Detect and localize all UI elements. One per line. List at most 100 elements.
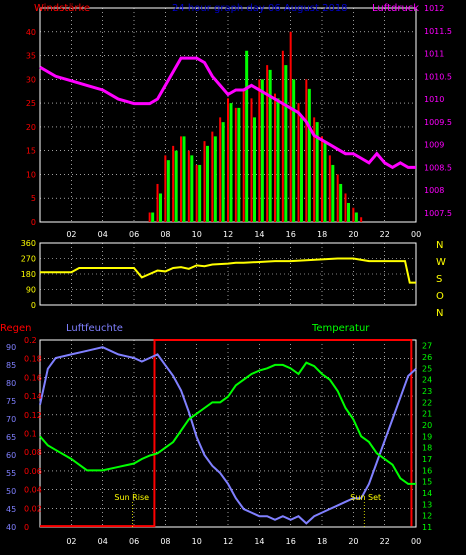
wind-pressure-ticks: 02 04 06 08 10 12 14 16 18 20 22 000510152025303540… xyxy=(26,4,452,239)
pressure-tick-label: 1009 xyxy=(424,141,444,150)
wind-tick-label: 5 xyxy=(31,194,36,203)
x-tick-label: 18 xyxy=(317,230,327,239)
rain-tick-label: 0.02 xyxy=(24,504,42,513)
rain-tick-label: 0.04 xyxy=(24,486,42,495)
sun-annotations: Sun Rise Sun Set xyxy=(114,493,381,527)
humidity-tick-label: 70 xyxy=(6,415,16,424)
humidity-tick-label: 45 xyxy=(6,505,16,514)
x-tick-label: 10 xyxy=(192,537,202,546)
temperature-tick-label: 23 xyxy=(422,387,432,396)
temperature-tick-label: 26 xyxy=(422,353,432,362)
rain-axis-title: Regen xyxy=(0,323,32,334)
temperature-tick-label: 22 xyxy=(422,398,432,407)
rain-tick-label: 0.14 xyxy=(24,392,42,401)
rain-line xyxy=(40,339,413,528)
direction-letter: W xyxy=(436,257,446,268)
x-tick-label: 02 xyxy=(66,537,76,546)
wind-bars xyxy=(148,31,363,222)
temperature-tick-label: 12 xyxy=(422,512,432,521)
pressure-tick-label: 1012 xyxy=(424,4,444,13)
x-tick-label: 18 xyxy=(317,537,327,546)
temperature-axis-title: Temperatur xyxy=(311,323,370,334)
rain-tick-label: 0.12 xyxy=(24,411,42,420)
wind-axis-title: Windstärke xyxy=(34,3,90,14)
wind-tick-label: 15 xyxy=(26,147,36,156)
x-tick-label: 12 xyxy=(223,230,233,239)
direction-letter: N xyxy=(436,240,443,251)
x-tick-label: 04 xyxy=(98,230,108,239)
wind-tick-label: 0 xyxy=(31,218,36,227)
gust-bars xyxy=(151,50,358,222)
temperature-tick-label: 24 xyxy=(422,376,432,385)
x-tick-label: 08 xyxy=(160,537,170,546)
pressure-axis-title: Luftdruck xyxy=(372,3,419,14)
humidity-tick-label: 65 xyxy=(6,433,16,442)
temperature-tick-label: 13 xyxy=(422,500,432,509)
humidity-tick-label: 75 xyxy=(6,397,16,406)
temperature-tick-label: 19 xyxy=(422,432,432,441)
wind-tick-label: 25 xyxy=(26,99,36,108)
x-tick-label: 14 xyxy=(254,537,264,546)
pressure-tick-label: 1009.5 xyxy=(424,118,452,127)
direction-line xyxy=(40,257,416,284)
x-tick-label: 04 xyxy=(98,537,108,546)
direction-letter: S xyxy=(436,274,442,285)
rain-humidity-temp-panel: Sun Rise Sun Set 02 04 06 08 10 12 14 16 18 20 22 00… xyxy=(0,323,432,546)
humidity-tick-label: 40 xyxy=(6,523,16,532)
pressure-tick-label: 1011 xyxy=(424,50,444,59)
temperature-tick-label: 25 xyxy=(422,364,432,373)
temperature-tick-label: 11 xyxy=(422,523,432,532)
rain-tick-label: 0.08 xyxy=(24,448,42,457)
x-tick-label: 00 xyxy=(411,537,421,546)
pressure-tick-label: 1008 xyxy=(424,186,444,195)
rain-tick-label: 0.18 xyxy=(24,355,42,364)
rain-tick-label: 0.16 xyxy=(24,373,42,382)
wind-pressure-panel: 02 04 06 08 10 12 14 16 18 20 22 000510152025303540… xyxy=(26,3,452,239)
x-tick-label: 12 xyxy=(223,537,233,546)
x-tick-label: 06 xyxy=(129,537,139,546)
humidity-tick-label: 80 xyxy=(6,379,16,388)
temperature-tick-label: 18 xyxy=(422,444,432,453)
humidity-tick-label: 50 xyxy=(6,487,16,496)
x-tick-label: 22 xyxy=(380,537,390,546)
x-tick-label: 06 xyxy=(129,230,139,239)
x-tick-label: 08 xyxy=(160,230,170,239)
wind-tick-label: 35 xyxy=(26,52,36,61)
humidity-line xyxy=(39,346,417,525)
direction-letter: N xyxy=(436,308,443,319)
temperature-tick-label: 20 xyxy=(422,421,432,430)
temperature-tick-label: 17 xyxy=(422,455,432,464)
temperature-tick-label: 27 xyxy=(422,342,432,351)
direction-grid xyxy=(40,242,417,306)
sun-label: Sun Rise xyxy=(114,493,149,502)
temperature-line xyxy=(39,361,416,485)
rain-tick-label: 0.2 xyxy=(24,336,37,345)
humidity-tick-label: 60 xyxy=(6,451,16,460)
x-tick-label: 02 xyxy=(66,230,76,239)
temperature-tick-label: 14 xyxy=(422,489,432,498)
humidity-tick-label: 55 xyxy=(6,469,16,478)
pressure-tick-label: 1010 xyxy=(424,95,444,104)
rain-tick-label: 0.1 xyxy=(24,430,37,439)
sun-label: Sun Set xyxy=(350,493,381,502)
x-tick-label: 22 xyxy=(380,230,390,239)
wind-tick-label: 10 xyxy=(26,170,36,179)
direction-tick-label: 180 xyxy=(21,270,36,279)
x-tick-label: 20 xyxy=(348,537,358,546)
direction-tick-label: 0 xyxy=(31,301,36,310)
humidity-tick-label: 85 xyxy=(6,361,16,370)
wind-tick-label: 30 xyxy=(26,75,36,84)
direction-tick-label: 270 xyxy=(21,255,36,264)
pressure-line xyxy=(39,56,416,170)
pressure-tick-label: 1008.5 xyxy=(424,163,452,172)
direction-tick-label: 360 xyxy=(21,239,36,248)
chart-title: 24 hour graph day 06 August 2018 xyxy=(172,3,348,14)
humidity-axis-title: Luftfeuchte xyxy=(66,323,123,334)
wind-tick-label: 20 xyxy=(26,123,36,132)
x-tick-label: 00 xyxy=(411,230,421,239)
direction-letter: O xyxy=(436,291,444,302)
temperature-tick-label: 15 xyxy=(422,478,432,487)
temperature-tick-label: 16 xyxy=(422,466,432,475)
